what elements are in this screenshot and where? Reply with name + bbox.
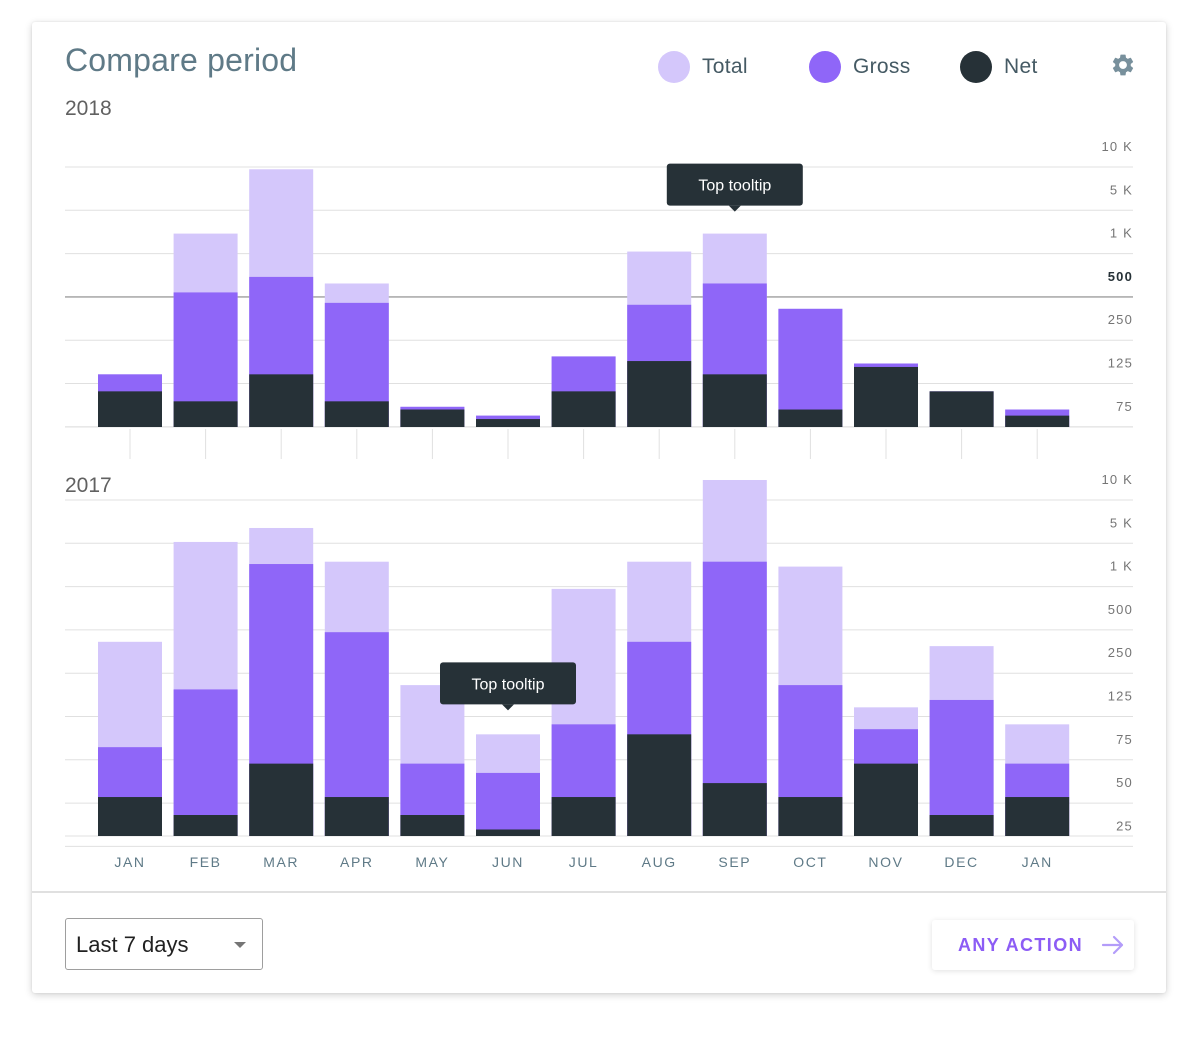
- y-tick-label: 1 K: [1110, 559, 1133, 574]
- bar-net-sep: [702, 374, 767, 427]
- legend-item-gross: Gross: [809, 50, 911, 84]
- y-tick-label: 125: [1108, 356, 1133, 371]
- x-tick-label: APR: [340, 854, 374, 870]
- bar-net-mar: [249, 763, 314, 836]
- bar-gross-feb: [173, 689, 238, 836]
- bar-net-oct: [778, 409, 843, 427]
- chart-panel-2018: 75 125 250 500 1 K 5 K 10 K Top tooltip: [65, 139, 1133, 459]
- bar-net-may: [400, 409, 465, 427]
- x-tick-label: JAN: [114, 854, 145, 870]
- any-action-button[interactable]: ANY ACTION: [932, 920, 1134, 970]
- y-tick-label: 5 K: [1110, 182, 1133, 197]
- compare-period-charts: 75 125 250 500 1 K 5 K 10 K Top tooltip 25 50 75 12…: [65, 139, 1133, 870]
- y-tick-label: 500: [1108, 269, 1133, 284]
- tooltip-text: Top tooltip: [472, 676, 545, 693]
- bar-net-mar: [249, 374, 314, 427]
- legend-swatch-total: [658, 51, 690, 83]
- bar-net-oct: [778, 797, 843, 836]
- bar-net-apr: [324, 797, 389, 836]
- arrow-right-icon: [1101, 935, 1124, 955]
- bar-gross-dec: [929, 699, 994, 836]
- y-tick-label: 10 K: [1101, 139, 1133, 154]
- y-tick-label: 250: [1108, 645, 1133, 660]
- bar-net-jul: [551, 391, 616, 427]
- bar-net-may: [400, 815, 465, 836]
- y-tick-label: 125: [1108, 689, 1133, 704]
- y-tick-label: 5 K: [1110, 515, 1133, 530]
- bar-net-jan: [1005, 415, 1070, 427]
- legend-item-total: Total: [658, 50, 748, 84]
- x-tick-label: JAN: [1022, 854, 1053, 870]
- gear-icon[interactable]: [1110, 52, 1136, 78]
- y-tick-label: 500: [1108, 602, 1133, 617]
- x-tick-label: OCT: [793, 854, 827, 870]
- chart-panel-2017: 25 50 75 125 250 500 1 K 5 K 10 K JAN FEB MAR APR MAY…: [65, 472, 1133, 870]
- x-tick-label: MAR: [263, 854, 299, 870]
- bar-net-jan: [98, 797, 162, 836]
- y-tick-label: 75: [1116, 732, 1133, 747]
- bar-net-feb: [173, 815, 238, 836]
- x-tick-label: AUG: [642, 854, 677, 870]
- bar-net-jan: [1005, 797, 1070, 836]
- tooltip-text: Top tooltip: [698, 178, 771, 195]
- tooltip: Top tooltip: [440, 662, 576, 711]
- compare-period-card: Compare period Total Gross Net 2018 2017…: [32, 22, 1166, 993]
- bar-net-jan: [98, 391, 162, 427]
- y-tick-label: 1 K: [1110, 226, 1133, 241]
- y-tick-label: 75: [1116, 399, 1133, 414]
- bar-net-sep: [702, 783, 767, 836]
- legend-label-net: Net: [1004, 55, 1038, 78]
- y-tick-label: 250: [1108, 312, 1133, 327]
- tooltip: Top tooltip: [666, 163, 803, 212]
- any-action-label: ANY ACTION: [958, 934, 1084, 955]
- bar-net-nov: [854, 763, 918, 836]
- x-tick-label: DEC: [944, 854, 978, 870]
- legend-item-net: Net: [960, 50, 1038, 84]
- bar-net-jun: [476, 419, 540, 427]
- x-tick-label: SEP: [718, 854, 751, 870]
- x-tick-label: JUL: [569, 854, 599, 870]
- x-tick-label: MAY: [415, 854, 449, 870]
- tooltip-box: [440, 662, 576, 705]
- bar-net-dec: [929, 391, 994, 427]
- tooltip-box: [666, 163, 803, 206]
- y-tick-label: 50: [1116, 775, 1133, 790]
- caret-down-icon: [234, 942, 246, 948]
- chart-title-2018: 2018: [65, 97, 112, 120]
- bar-gross-oct: [778, 308, 843, 427]
- legend-label-gross: Gross: [853, 55, 911, 78]
- bar-net-apr: [324, 401, 389, 427]
- bar-net-aug: [627, 361, 692, 427]
- bar-net-aug: [627, 734, 692, 836]
- period-select-value: Last 7 days: [76, 932, 189, 957]
- card-title: Compare period: [65, 42, 298, 78]
- bar-net-nov: [854, 366, 918, 427]
- y-tick-label: 25: [1116, 818, 1133, 833]
- legend-swatch-gross: [809, 51, 841, 83]
- x-tick-label: JUN: [492, 854, 524, 870]
- y-tick-label: 10 K: [1101, 472, 1133, 487]
- x-tick-label: NOV: [868, 854, 903, 870]
- tooltip-arrow: [502, 704, 514, 711]
- bar-gross-jun: [476, 772, 540, 836]
- bar-net-jul: [551, 797, 616, 836]
- bar-net-jun: [476, 829, 540, 836]
- x-tick-label: FEB: [190, 854, 222, 870]
- period-select[interactable]: Last 7 days: [65, 918, 263, 970]
- bar-net-dec: [929, 815, 994, 836]
- legend-label-total: Total: [702, 55, 748, 78]
- bar-net-feb: [173, 401, 238, 427]
- tooltip-arrow: [728, 205, 741, 212]
- footer-divider: [32, 891, 1166, 893]
- legend-swatch-net: [960, 51, 992, 83]
- chart-title-2017: 2017: [65, 474, 112, 497]
